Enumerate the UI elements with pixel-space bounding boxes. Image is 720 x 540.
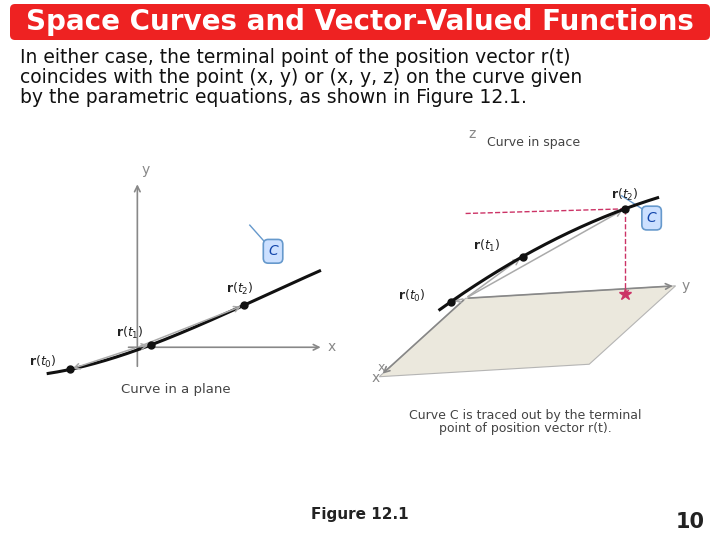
Text: In either case, the terminal point of the position vector r(t): In either case, the terminal point of th…: [20, 48, 570, 67]
Text: Space Curves and Vector-Valued Functions: Space Curves and Vector-Valued Functions: [26, 8, 694, 36]
Text: $\mathbf{r}(t_1)$: $\mathbf{r}(t_1)$: [473, 238, 500, 254]
Text: Curve in space: Curve in space: [487, 136, 580, 149]
Text: Curve in a plane: Curve in a plane: [121, 383, 231, 396]
Text: $\mathbf{r}(t_2)$: $\mathbf{r}(t_2)$: [611, 187, 639, 203]
Polygon shape: [379, 286, 675, 377]
Text: 10: 10: [676, 512, 705, 532]
Text: C: C: [647, 211, 657, 225]
Text: $\mathbf{r}(t_0)$: $\mathbf{r}(t_0)$: [29, 354, 57, 370]
Text: Curve C is traced out by the terminal: Curve C is traced out by the terminal: [410, 409, 642, 422]
Text: $\mathbf{r}(t_2)$: $\mathbf{r}(t_2)$: [226, 281, 253, 298]
Text: by the parametric equations, as shown in Figure 12.1.: by the parametric equations, as shown in…: [20, 88, 527, 107]
Text: C: C: [268, 244, 278, 258]
Text: $\mathbf{r}(t_1)$: $\mathbf{r}(t_1)$: [116, 325, 144, 341]
Text: coincides with the point (x, y) or (x, y, z) on the curve given: coincides with the point (x, y) or (x, y…: [20, 68, 582, 87]
Text: x: x: [372, 371, 380, 385]
Text: y: y: [682, 279, 690, 293]
Text: z: z: [469, 127, 476, 141]
Text: y: y: [141, 163, 150, 177]
Text: $\mathbf{r}(t_0)$: $\mathbf{r}(t_0)$: [398, 288, 426, 304]
Text: x: x: [377, 361, 385, 374]
FancyBboxPatch shape: [10, 4, 710, 40]
Text: point of position vector r(t).: point of position vector r(t).: [439, 422, 612, 435]
Text: Figure 12.1: Figure 12.1: [311, 507, 409, 522]
Text: x: x: [328, 340, 336, 354]
